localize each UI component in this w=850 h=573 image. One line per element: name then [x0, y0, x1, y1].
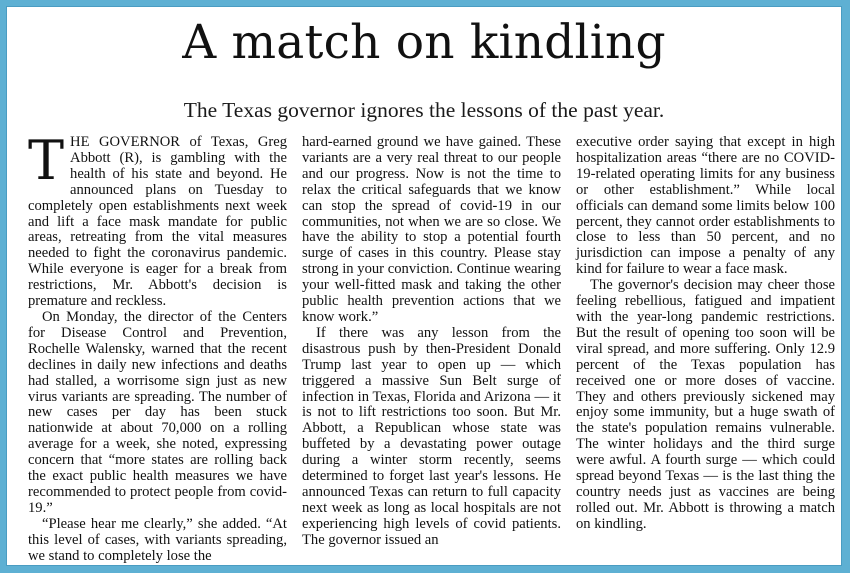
paragraph: executive order saying that except in hi…	[576, 134, 835, 278]
article-body: T HE GOVERNOR of Texas, Greg Abbott (R), …	[28, 129, 835, 564]
subheadline: The Texas governor ignores the lessons o…	[183, 98, 665, 122]
column-3: executive order saying that except in hi…	[576, 134, 835, 564]
paragraph-text: HE GOVERNOR of Texas, Greg Abbott (R), i…	[28, 134, 287, 310]
column-2: hard-earned ground we have gained. These…	[302, 134, 561, 564]
headline: A match on kindling	[182, 15, 666, 70]
paragraph: T HE GOVERNOR of Texas, Greg Abbott (R), …	[28, 129, 287, 310]
column-1: T HE GOVERNOR of Texas, Greg Abbott (R), …	[28, 129, 287, 564]
paragraph: If there was any lesson from the disastr…	[302, 324, 561, 548]
newspaper-clipping: A match on kindling The Texas governor i…	[6, 6, 842, 566]
paragraph: The governor's decision may cheer those …	[576, 277, 835, 532]
paragraph: “Please hear me clearly,” she added. “At…	[28, 515, 287, 564]
drop-cap: T	[28, 129, 65, 192]
paragraph: On Monday, the director of the Centers f…	[28, 308, 287, 516]
paragraph: hard-earned ground we have gained. These…	[302, 134, 561, 325]
